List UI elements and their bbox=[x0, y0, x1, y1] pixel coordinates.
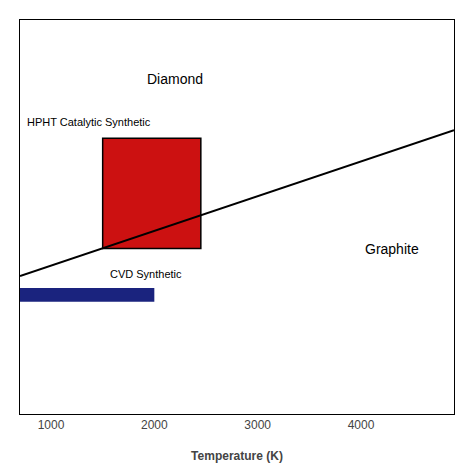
svg-text:Graphite: Graphite bbox=[365, 241, 419, 257]
svg-text:2000: 2000 bbox=[141, 418, 168, 432]
svg-text:1000: 1000 bbox=[38, 418, 65, 432]
svg-text:3000: 3000 bbox=[244, 418, 271, 432]
svg-text:HPHT Catalytic Synthetic: HPHT Catalytic Synthetic bbox=[27, 116, 151, 128]
svg-text:4000: 4000 bbox=[348, 418, 375, 432]
svg-text:Diamond: Diamond bbox=[147, 71, 203, 87]
svg-text:Temperature (K): Temperature (K) bbox=[191, 449, 283, 463]
svg-text:CVD Synthetic: CVD Synthetic bbox=[110, 268, 182, 280]
